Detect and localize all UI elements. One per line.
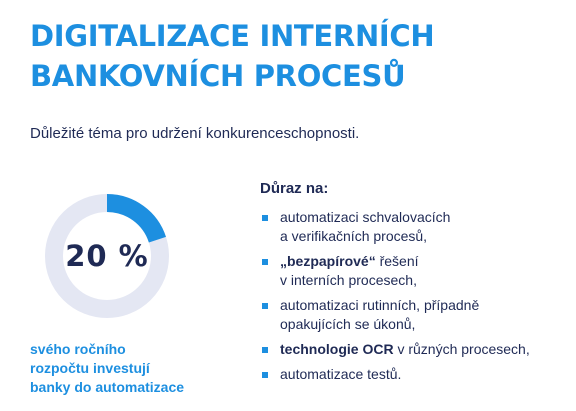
stat-caption-line: rozpočtu investují xyxy=(30,360,150,376)
title-line-2: BANKOVNÍCH PROCESŮ xyxy=(30,59,406,93)
stat-caption-line: banky do automatizace xyxy=(30,379,185,395)
list-item-rest: v různých procesech, xyxy=(393,341,530,357)
bullet-square-icon xyxy=(262,347,268,353)
list-item-text: automatizaci schvalovacích xyxy=(280,209,451,225)
list-item-bold: „bezpapírové“ xyxy=(280,253,376,269)
list-item-text: automatizaci rutinních, případně xyxy=(280,297,480,313)
bullet-square-icon xyxy=(262,372,268,378)
stat-caption: svého ročního rozpočtu investují banky d… xyxy=(30,340,230,397)
bullet-square-icon xyxy=(262,215,268,221)
list-item: automatizaci rutinních, případně opakují… xyxy=(258,296,570,334)
list-item: automatizace testů. xyxy=(258,365,570,384)
list-item-text: technologie OCR v různých procesech, xyxy=(280,340,570,359)
emphasis-list: automatizaci schvalovacích a verifikační… xyxy=(258,208,570,390)
bullet-square-icon xyxy=(262,259,268,265)
list-item-text: „bezpapírové“ řešení xyxy=(280,252,570,271)
list-item-text: v interních procesech, xyxy=(280,272,417,288)
donut-progress-arc xyxy=(45,194,169,318)
list-item-text: automatizace testů. xyxy=(280,366,402,382)
bullet-square-icon xyxy=(262,303,268,309)
list-item: „bezpapírové“ řešení v interních procese… xyxy=(258,252,570,290)
list-item-bold: technologie OCR xyxy=(280,341,394,357)
list-item-rest: řešení xyxy=(375,253,419,269)
list-item-text: a verifikačních procesů, xyxy=(280,228,428,244)
title-line-1: DIGITALIZACE INTERNÍCH xyxy=(30,19,435,53)
list-item: technologie OCR v různých procesech, xyxy=(258,340,570,359)
list-item: automatizaci schvalovacích a verifikační… xyxy=(258,208,570,246)
emphasis-heading: Důraz na: xyxy=(260,180,329,197)
donut-chart xyxy=(45,194,169,318)
page-title: DIGITALIZACE INTERNÍCH BANKOVNÍCH PROCES… xyxy=(30,16,560,96)
subtitle: Důležité téma pro udržení konkurencescho… xyxy=(30,125,360,142)
stat-caption-line: svého ročního xyxy=(30,341,126,357)
percentage-donut: 20 % xyxy=(42,191,172,321)
list-item-text: opakujících se úkonů, xyxy=(280,316,416,332)
donut-value: 20 % xyxy=(65,239,149,273)
